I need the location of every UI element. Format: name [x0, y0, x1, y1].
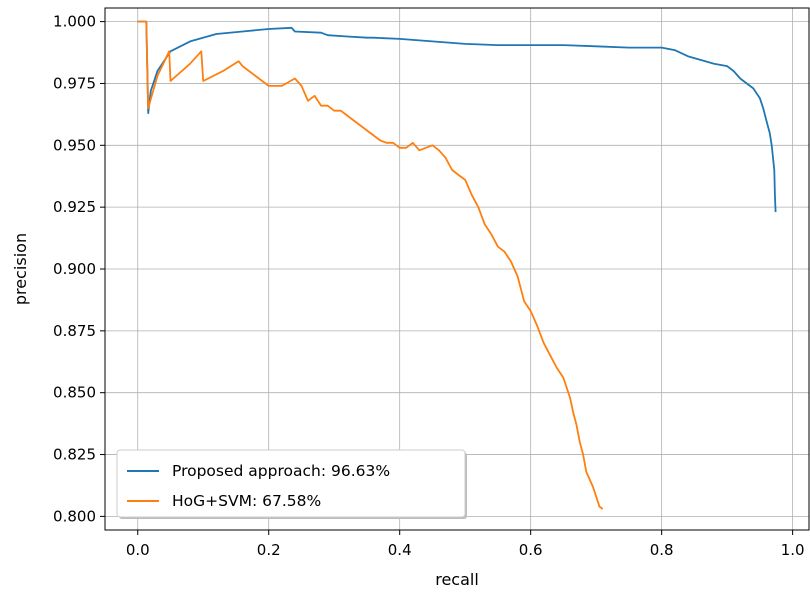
series-lines — [137, 20, 777, 510]
series-line-1 — [137, 20, 604, 510]
y-axis-label: precision — [11, 233, 30, 305]
grid — [105, 8, 809, 530]
x-tick-label: 1.0 — [781, 541, 805, 559]
y-tick-label: 0.925 — [53, 198, 96, 216]
y-tick-label: 0.800 — [53, 507, 96, 525]
x-tick-label: 0.8 — [650, 541, 674, 559]
legend-box — [116, 449, 466, 518]
x-tick-label: 0.0 — [126, 541, 150, 559]
legend-label-1: HoG+SVM: 67.58% — [172, 492, 321, 510]
y-tick-label: 0.850 — [53, 384, 96, 402]
y-tick-label: 0.950 — [53, 136, 96, 154]
y-tick-label: 1.000 — [53, 13, 96, 31]
y-tick-label: 0.875 — [53, 322, 96, 340]
x-tick-label: 0.4 — [388, 541, 412, 559]
x-tick-label: 0.6 — [519, 541, 543, 559]
x-axis-label: recall — [435, 570, 479, 589]
y-tick-label: 0.975 — [53, 74, 96, 92]
legend: Proposed approach: 96.63% HoG+SVM: 67.58% — [116, 449, 467, 519]
ticks: 0.0 0.2 0.4 0.6 0.8 1.0 0.800 0.825 0.850 0.875 0.… — [53, 13, 805, 559]
legend-label-0: Proposed approach: 96.63% — [172, 462, 390, 480]
y-tick-label: 0.900 — [53, 260, 96, 278]
x-tick-label: 0.2 — [257, 541, 281, 559]
y-tick-label: 0.825 — [53, 446, 96, 464]
series-line-0 — [137, 20, 777, 213]
